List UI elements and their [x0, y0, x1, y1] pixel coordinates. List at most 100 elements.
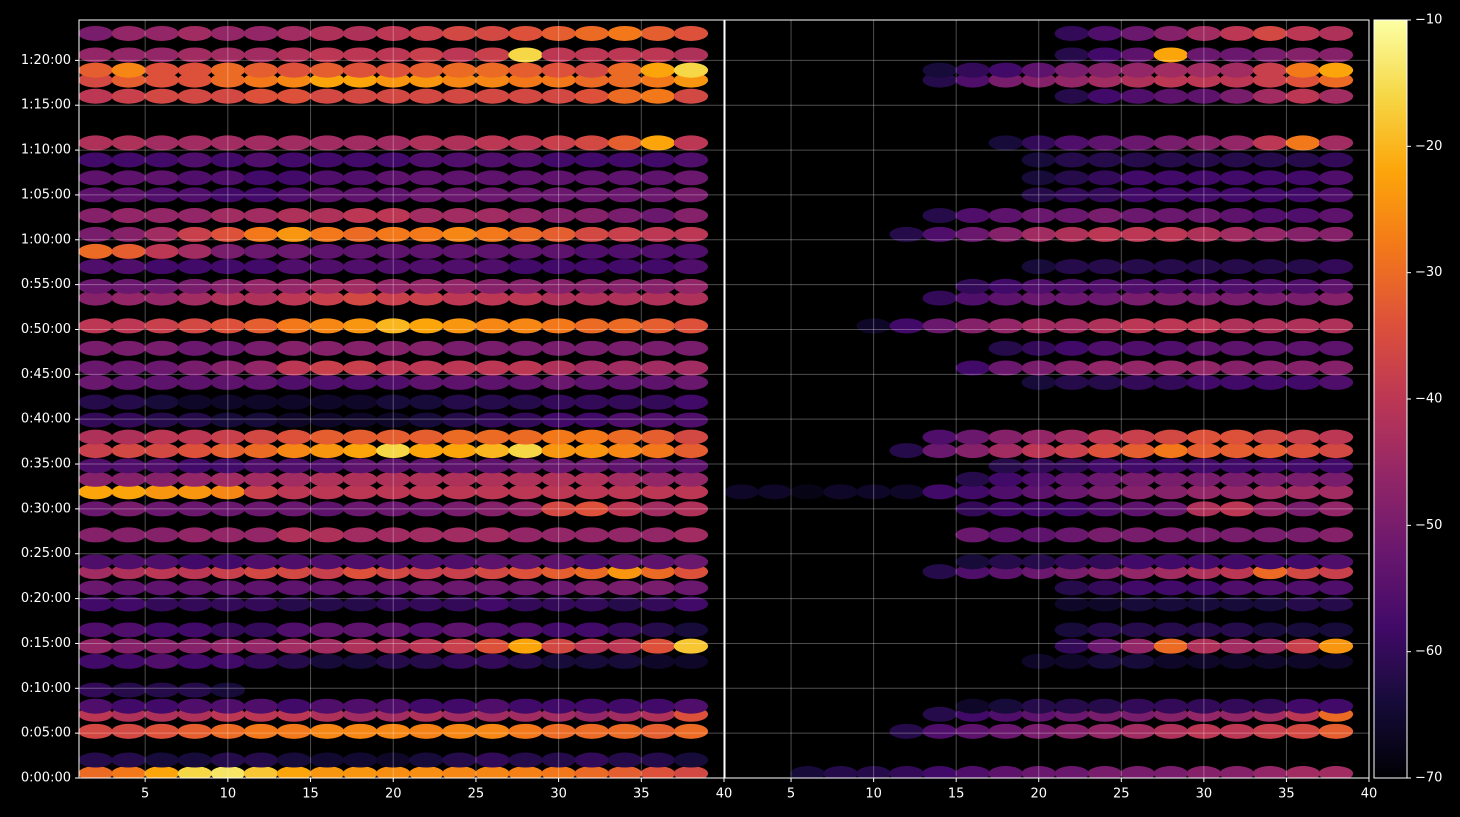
cell	[111, 638, 146, 654]
cell	[673, 170, 709, 186]
cell	[475, 394, 510, 410]
cell	[276, 458, 312, 474]
cell	[79, 638, 113, 654]
cell	[607, 152, 642, 168]
cell	[574, 259, 609, 275]
cell	[574, 187, 609, 203]
cell	[1318, 290, 1354, 306]
cell	[376, 47, 411, 63]
cell	[640, 47, 676, 63]
cell	[210, 25, 246, 41]
cell	[1318, 374, 1354, 390]
cell	[508, 412, 543, 428]
cell	[475, 638, 510, 654]
cell	[376, 360, 411, 376]
y-tick-label: 0:30:00	[21, 501, 71, 516]
cell	[673, 766, 709, 778]
cell	[376, 170, 411, 186]
cell	[673, 360, 709, 376]
cell	[144, 278, 179, 294]
cell	[210, 278, 246, 294]
cell	[1285, 187, 1321, 203]
cell	[1285, 653, 1321, 669]
cell	[177, 527, 212, 543]
cell	[79, 471, 113, 487]
cell	[210, 62, 246, 78]
cell	[177, 226, 212, 242]
cell	[1087, 554, 1122, 570]
cell	[1219, 340, 1255, 356]
cell	[673, 243, 709, 259]
cell	[1186, 723, 1222, 739]
cell	[442, 653, 477, 669]
cell	[475, 25, 510, 41]
cell	[508, 374, 543, 390]
cell	[409, 501, 444, 517]
cell	[177, 554, 212, 570]
cell	[243, 766, 279, 778]
cell	[1219, 471, 1255, 487]
cell	[177, 638, 212, 654]
cell	[1153, 698, 1189, 714]
cell	[79, 62, 113, 78]
cell	[243, 47, 279, 63]
cell	[243, 596, 279, 612]
cell	[1054, 723, 1089, 739]
cell	[541, 340, 576, 356]
cell	[144, 374, 179, 390]
cell	[1120, 25, 1155, 41]
cell	[574, 88, 609, 104]
cell	[1186, 135, 1222, 151]
cell	[541, 501, 576, 517]
cell	[276, 412, 312, 428]
cell	[1318, 596, 1354, 612]
cell	[111, 752, 146, 768]
cell	[442, 62, 477, 78]
cell	[1252, 152, 1288, 168]
cell	[144, 340, 179, 356]
cell	[144, 88, 179, 104]
cell	[1186, 458, 1222, 474]
cell	[1219, 429, 1255, 445]
cell	[442, 318, 477, 334]
cell	[442, 360, 477, 376]
cell	[144, 682, 179, 698]
cell	[1087, 62, 1122, 78]
cell	[922, 290, 957, 306]
cell	[1054, 554, 1089, 570]
cell	[210, 360, 246, 376]
cell	[309, 318, 345, 334]
cell	[475, 698, 510, 714]
cell	[79, 360, 113, 376]
cell	[243, 458, 279, 474]
cell	[889, 226, 924, 242]
cell	[177, 429, 212, 445]
cell	[922, 429, 957, 445]
cell	[144, 25, 179, 41]
cell	[1252, 360, 1288, 376]
cell	[276, 226, 312, 242]
cell	[1219, 259, 1255, 275]
cell	[607, 394, 642, 410]
cell	[210, 638, 246, 654]
cell	[1285, 622, 1321, 638]
cell	[243, 501, 279, 517]
cell	[111, 484, 146, 500]
cell	[1054, 698, 1089, 714]
cell	[111, 340, 146, 356]
cell	[442, 340, 477, 356]
cell	[508, 394, 543, 410]
cell	[342, 580, 378, 596]
cell	[541, 152, 576, 168]
cell	[922, 226, 957, 242]
cell	[1252, 290, 1288, 306]
x-tick-label: 20	[1030, 787, 1047, 802]
cell	[111, 170, 146, 186]
cell	[1186, 208, 1222, 224]
cell	[1219, 766, 1255, 778]
cell	[309, 458, 345, 474]
cell	[442, 412, 477, 428]
cell	[1054, 458, 1089, 474]
cell	[1219, 318, 1255, 334]
